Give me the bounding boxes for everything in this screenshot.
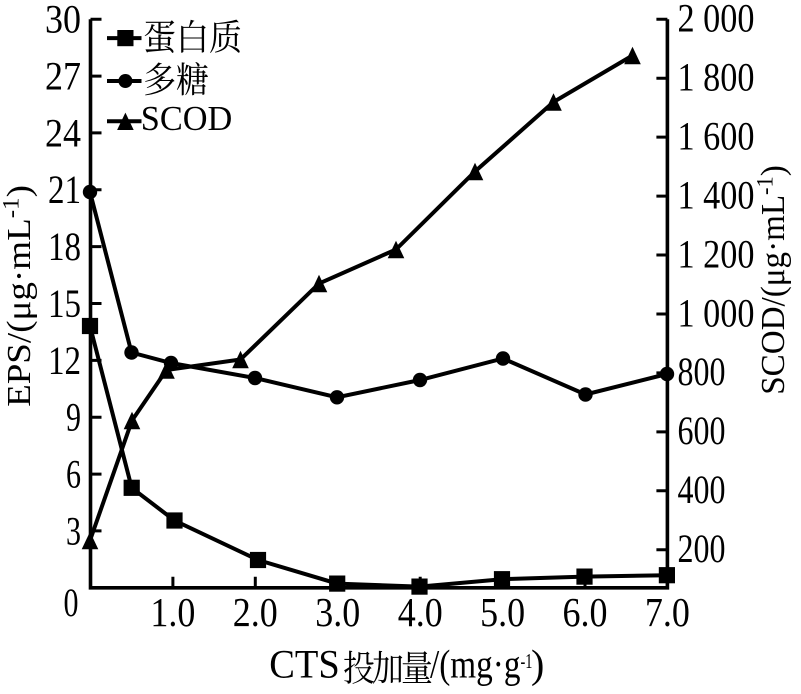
svg-text:4.0: 4.0 [398, 589, 443, 635]
svg-text:15: 15 [48, 281, 81, 326]
svg-text:SCOD/(μg·mL-1): SCOD/(μg·mL-1) [752, 165, 792, 394]
svg-text:9: 9 [66, 395, 81, 440]
svg-text:600: 600 [678, 408, 726, 453]
svg-text:6: 6 [66, 452, 81, 497]
svg-text:2 000: 2 000 [678, 0, 755, 41]
svg-text:18: 18 [48, 224, 81, 269]
svg-text:200: 200 [678, 526, 726, 571]
svg-text:SCOD: SCOD [141, 99, 233, 138]
svg-text:1.0: 1.0 [150, 589, 195, 635]
svg-text:21: 21 [48, 167, 81, 212]
svg-text:12: 12 [48, 338, 81, 383]
svg-text:EPS/(μg·mL-1): EPS/(μg·mL-1) [0, 185, 38, 407]
svg-text:1 000: 1 000 [678, 290, 755, 335]
svg-text:1 400: 1 400 [678, 172, 755, 217]
svg-text:6.0: 6.0 [563, 589, 608, 635]
svg-text:/(mg·g: /(mg·g [430, 642, 521, 687]
svg-text:3.0: 3.0 [315, 589, 360, 635]
svg-text:7.0: 7.0 [645, 589, 690, 635]
svg-text:800: 800 [678, 349, 726, 394]
svg-text:3: 3 [66, 508, 81, 553]
svg-text:1 800: 1 800 [678, 55, 755, 100]
svg-text:0: 0 [64, 580, 79, 625]
svg-text:CTS: CTS [269, 642, 340, 687]
svg-text:-1: -1 [521, 649, 533, 673]
svg-text:30: 30 [45, 0, 81, 42]
svg-text:1 200: 1 200 [678, 231, 755, 276]
svg-text:24: 24 [45, 110, 81, 155]
svg-text:27: 27 [45, 54, 81, 99]
svg-text:1 600: 1 600 [678, 113, 755, 158]
svg-text:5.0: 5.0 [480, 589, 525, 635]
svg-text:400: 400 [678, 467, 726, 512]
svg-text:): ) [531, 642, 544, 687]
svg-text:2.0: 2.0 [233, 589, 278, 635]
